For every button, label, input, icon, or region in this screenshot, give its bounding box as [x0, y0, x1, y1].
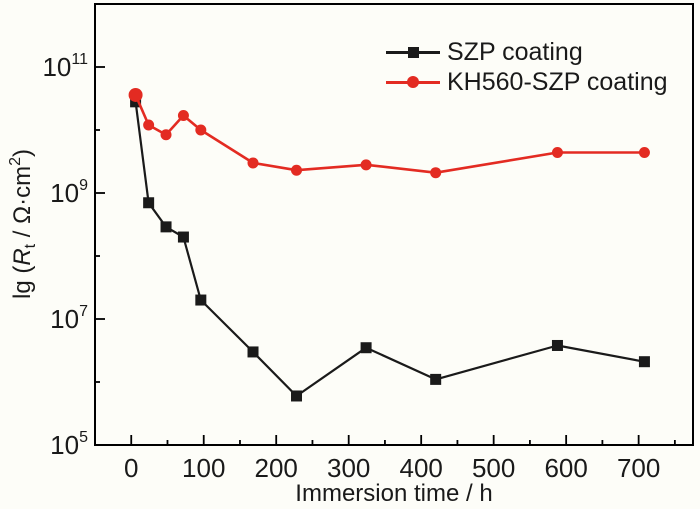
x-tick-label: 200: [255, 453, 298, 483]
legend-line-sample-szp: [386, 44, 440, 60]
data-point-marker: [638, 356, 650, 368]
kh560-szp-line: [134, 94, 645, 174]
data-point-marker: [128, 87, 143, 102]
legend-label-szp: SZP coating: [447, 37, 583, 66]
data-point-marker: [160, 129, 172, 141]
legend: SZP coating KH560-SZP coating: [386, 37, 668, 97]
data-point-marker: [195, 124, 207, 136]
data-point-marker: [247, 157, 259, 169]
data-point-marker: [551, 146, 563, 158]
x-axis-title: Immersion time / h: [295, 480, 492, 507]
x-tick-label: 500: [472, 453, 515, 483]
szp-line: [134, 101, 645, 398]
x-tick-label: 600: [544, 453, 587, 483]
y-tick-label: 107: [50, 303, 88, 334]
legend-line-sample-kh560: [386, 74, 440, 90]
x-tick-label: 700: [617, 453, 660, 483]
data-point-marker: [360, 342, 372, 354]
data-point-marker: [143, 197, 155, 209]
data-point-marker: [430, 373, 442, 385]
data-point-marker: [177, 231, 189, 243]
circle-marker-icon: [407, 76, 419, 88]
square-marker-icon: [407, 46, 419, 58]
legend-label-kh560: KH560-SZP coating: [447, 67, 668, 96]
x-tick-label: 400: [399, 453, 442, 483]
data-point-marker: [195, 294, 207, 306]
x-tick-label: 300: [327, 453, 370, 483]
data-point-marker: [360, 159, 372, 171]
plot-border: [94, 3, 694, 446]
legend-item-kh560-szp: KH560-SZP coating: [386, 67, 668, 97]
legend-item-szp: SZP coating: [386, 37, 668, 67]
data-point-marker: [160, 221, 172, 233]
x-tick-label: 0: [124, 453, 138, 483]
plot-frame: [94, 3, 694, 446]
data-point-marker: [551, 339, 563, 351]
data-point-marker: [291, 164, 303, 176]
data-point-marker: [177, 109, 189, 121]
data-point-marker: [638, 146, 650, 158]
y-tick-label: 1011: [42, 51, 88, 82]
data-point-marker: [291, 390, 303, 402]
data-point-marker: [430, 167, 442, 179]
data-point-marker: [143, 119, 155, 131]
data-point-marker: [247, 346, 259, 358]
x-tick-label: 100: [182, 453, 225, 483]
y-tick-label: 109: [50, 177, 88, 208]
x-axis-tick-labels: 0 100 200 300 400 500 600 700: [124, 453, 660, 483]
y-axis-tick-labels: 105 107 109 1011: [42, 51, 88, 460]
data-series: [128, 87, 650, 402]
axis-ticks: [95, 66, 676, 446]
y-tick-label: 105: [50, 429, 88, 460]
y-axis-title: lg (Rt / Ω·cm2): [7, 149, 39, 299]
